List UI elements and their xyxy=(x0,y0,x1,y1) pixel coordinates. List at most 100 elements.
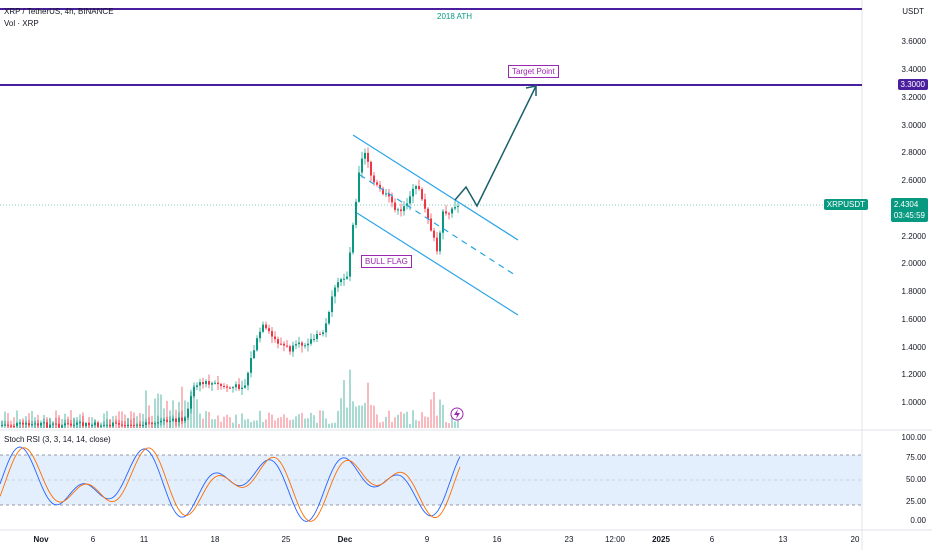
volume-bar xyxy=(298,414,300,428)
volume-bar xyxy=(379,422,381,428)
candle-body xyxy=(271,331,273,337)
volume-bar xyxy=(448,423,450,428)
lightning-icon-glyph xyxy=(454,409,460,419)
candle-body xyxy=(112,422,114,427)
candle-body xyxy=(277,339,279,344)
time-tick-label: 23 xyxy=(564,535,574,544)
candle-body xyxy=(82,422,84,426)
candle-body xyxy=(166,419,168,422)
time-tick-label: 25 xyxy=(281,535,291,544)
volume-bar xyxy=(361,405,363,428)
candle-body xyxy=(316,333,318,339)
volume-bar xyxy=(232,422,234,428)
volume-bar xyxy=(271,414,273,428)
volume-bar xyxy=(397,414,399,428)
candle-body xyxy=(163,419,165,421)
candle-body xyxy=(418,186,420,190)
volume-bar xyxy=(295,416,297,428)
volume-bar xyxy=(454,421,456,428)
candle-body xyxy=(91,424,93,426)
price-tick-label: 2.6000 xyxy=(901,176,926,185)
candle-body xyxy=(382,188,384,195)
volume-bar xyxy=(319,410,321,428)
price-tick-label: 3.6000 xyxy=(901,37,926,46)
candle-body xyxy=(262,324,264,332)
candle-body xyxy=(325,323,327,333)
candle-body xyxy=(448,213,450,215)
price-tick-label: 2.8000 xyxy=(901,148,926,157)
volume-bar xyxy=(352,401,354,428)
channel-middle[interactable] xyxy=(359,174,516,276)
projection-arrowhead xyxy=(525,85,537,96)
candle-body xyxy=(157,422,159,424)
candle-body xyxy=(199,382,201,386)
volume-bar xyxy=(367,382,369,428)
volume-bar xyxy=(202,418,204,428)
volume-bar xyxy=(154,398,156,428)
candle-body xyxy=(274,336,276,340)
candle-body xyxy=(13,425,15,427)
volume-bar xyxy=(229,417,231,428)
volume-legend[interactable]: Vol · XRP xyxy=(4,19,39,28)
target-label[interactable]: Target Point xyxy=(508,65,559,78)
candle-body xyxy=(169,420,171,422)
bull-flag-label[interactable]: BULL FLAG xyxy=(361,255,412,268)
channel-upper[interactable] xyxy=(352,134,519,241)
time-tick-label: 6 xyxy=(90,535,96,544)
volume-bar xyxy=(139,413,141,428)
volume-bar xyxy=(358,405,360,428)
symbol-title[interactable]: XRP / TetherUS, 4h, BINANCE xyxy=(4,7,114,16)
price-tick-label: 1.6000 xyxy=(901,315,926,324)
volume-bar xyxy=(265,419,267,428)
price-tick-label: 1.8000 xyxy=(901,287,926,296)
candle-body xyxy=(103,424,105,426)
candle-body xyxy=(259,331,261,339)
volume-bar xyxy=(205,411,207,428)
volume-bar xyxy=(340,398,342,428)
candle-body xyxy=(310,339,312,344)
stoch-rsi-lines xyxy=(0,446,461,522)
candle-body xyxy=(148,422,150,424)
candle-body xyxy=(46,422,48,428)
candle-body xyxy=(175,418,177,422)
candle-body xyxy=(178,417,180,422)
volume-bar xyxy=(148,405,150,428)
volume-bar xyxy=(142,413,144,428)
time-tick-label: 13 xyxy=(778,535,788,544)
candle-body xyxy=(154,423,156,425)
volume-bar xyxy=(370,404,372,428)
candle-body xyxy=(208,381,210,385)
stoch-line xyxy=(0,447,461,522)
price-tick-label: 1.4000 xyxy=(901,343,926,352)
volume-bar xyxy=(283,414,285,428)
candle-body xyxy=(25,423,27,425)
currency-label[interactable]: USDT xyxy=(902,7,924,16)
volume-bar xyxy=(457,413,459,428)
volume-bar xyxy=(166,400,168,428)
candle-body xyxy=(31,424,33,426)
channel-lower[interactable] xyxy=(356,212,519,316)
candlesticks xyxy=(1,147,459,428)
candle-body xyxy=(217,382,219,385)
candle-body xyxy=(160,420,162,423)
candle-body xyxy=(139,424,141,426)
volume-bar xyxy=(13,417,15,428)
candle-body xyxy=(394,202,396,210)
candle-body xyxy=(151,422,153,424)
volume-bar xyxy=(292,419,294,428)
candle-body xyxy=(37,423,39,426)
target-price-tag: 3.3000 xyxy=(897,79,928,90)
volume-bar xyxy=(310,412,312,428)
stoch-legend[interactable]: Stoch RSI (3, 3, 14, 14, close) xyxy=(4,435,111,444)
candle-body xyxy=(430,218,432,231)
candle-body xyxy=(235,384,237,388)
stoch-tick-label: 0.00 xyxy=(910,516,926,525)
volume-bar xyxy=(172,400,174,428)
volume-bar xyxy=(121,411,123,428)
candle-body xyxy=(268,328,270,332)
projection-path[interactable] xyxy=(454,85,537,208)
volume-bar xyxy=(238,423,240,428)
volume-bar xyxy=(433,391,435,428)
volume-bar xyxy=(223,416,225,428)
